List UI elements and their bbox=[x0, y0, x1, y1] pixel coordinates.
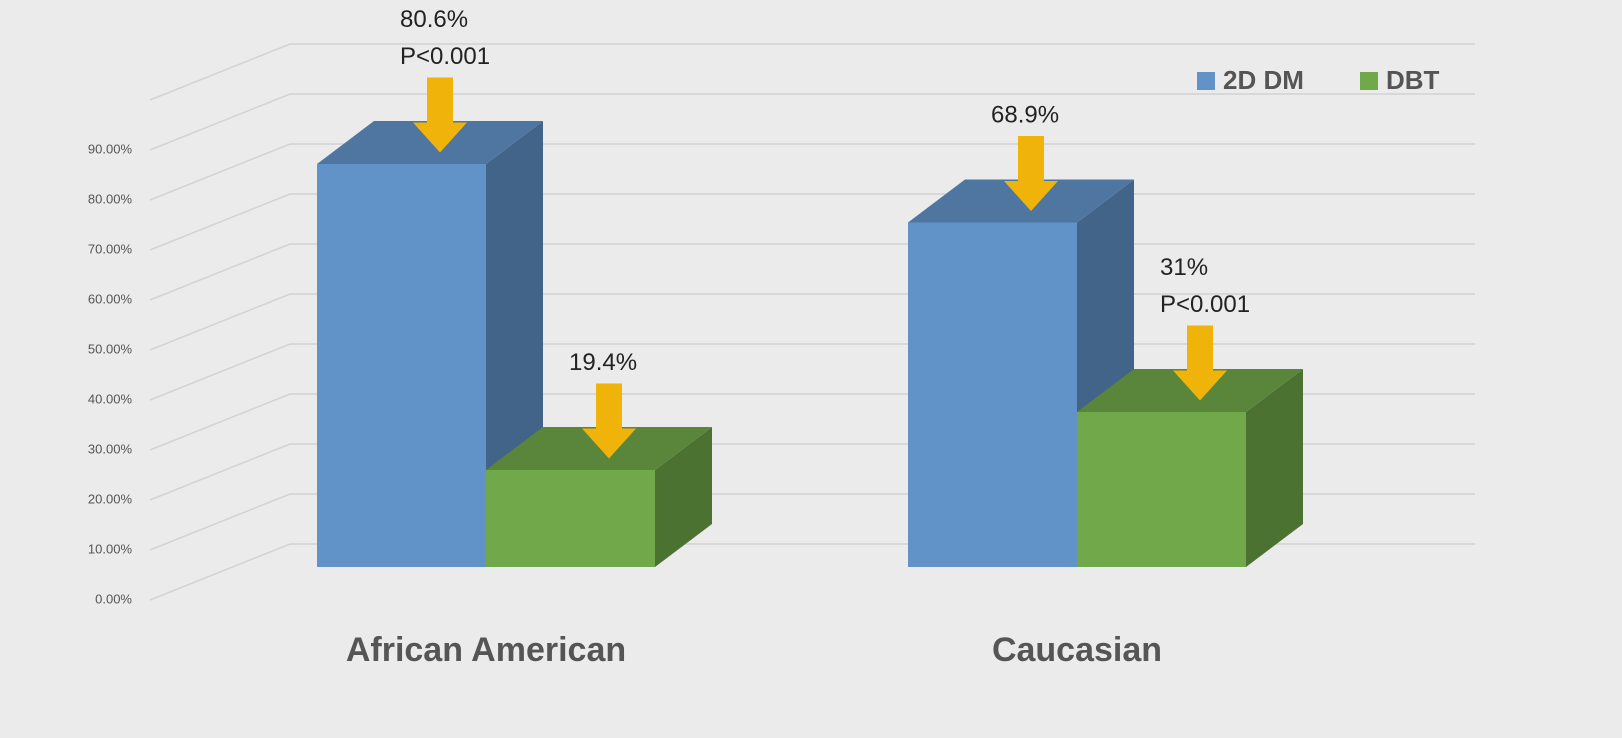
y-tick-label: 10.00% bbox=[88, 541, 133, 556]
bar-top bbox=[486, 427, 712, 470]
y-tick-label: 50.00% bbox=[88, 341, 133, 356]
y-tick-label: 30.00% bbox=[88, 441, 133, 456]
y-tick-label: 0.00% bbox=[95, 591, 132, 606]
y-tick-label: 90.00% bbox=[88, 141, 133, 156]
grid-line bbox=[149, 143, 1475, 201]
bar-side bbox=[655, 427, 712, 567]
p-value-label: P<0.001 bbox=[1160, 291, 1250, 318]
value-label: 68.9% bbox=[991, 101, 1059, 128]
legend-swatch bbox=[1360, 72, 1378, 90]
bar bbox=[486, 470, 655, 567]
arrow bbox=[413, 77, 467, 153]
bar bbox=[1077, 412, 1246, 567]
arrow bbox=[1004, 136, 1058, 211]
bar-top bbox=[317, 121, 543, 164]
x-tick-label: African American bbox=[346, 631, 626, 669]
legend-label: DBT bbox=[1386, 65, 1440, 95]
legend-swatch bbox=[1197, 72, 1215, 90]
wall-top-line bbox=[149, 43, 1475, 101]
value-label: 80.6% bbox=[400, 6, 468, 33]
bar-top bbox=[1077, 369, 1303, 412]
arrow bbox=[1173, 325, 1227, 401]
grid-line bbox=[149, 93, 1475, 151]
bar bbox=[317, 164, 486, 567]
bar-top bbox=[908, 179, 1134, 223]
bar-side bbox=[1246, 369, 1303, 567]
y-tick-label: 60.00% bbox=[88, 291, 133, 306]
y-tick-label: 70.00% bbox=[88, 241, 133, 256]
value-label: 19.4% bbox=[569, 349, 637, 376]
bar bbox=[908, 222, 1077, 567]
y-tick-label: 80.00% bbox=[88, 191, 133, 206]
x-tick-label: Caucasian bbox=[992, 631, 1162, 669]
value-label: 31% bbox=[1160, 254, 1208, 281]
legend-label: 2D DM bbox=[1223, 65, 1304, 95]
y-tick-label: 20.00% bbox=[88, 491, 133, 506]
arrow bbox=[582, 383, 636, 459]
y-tick-label: 40.00% bbox=[88, 391, 133, 406]
p-value-label: P<0.001 bbox=[400, 43, 490, 70]
